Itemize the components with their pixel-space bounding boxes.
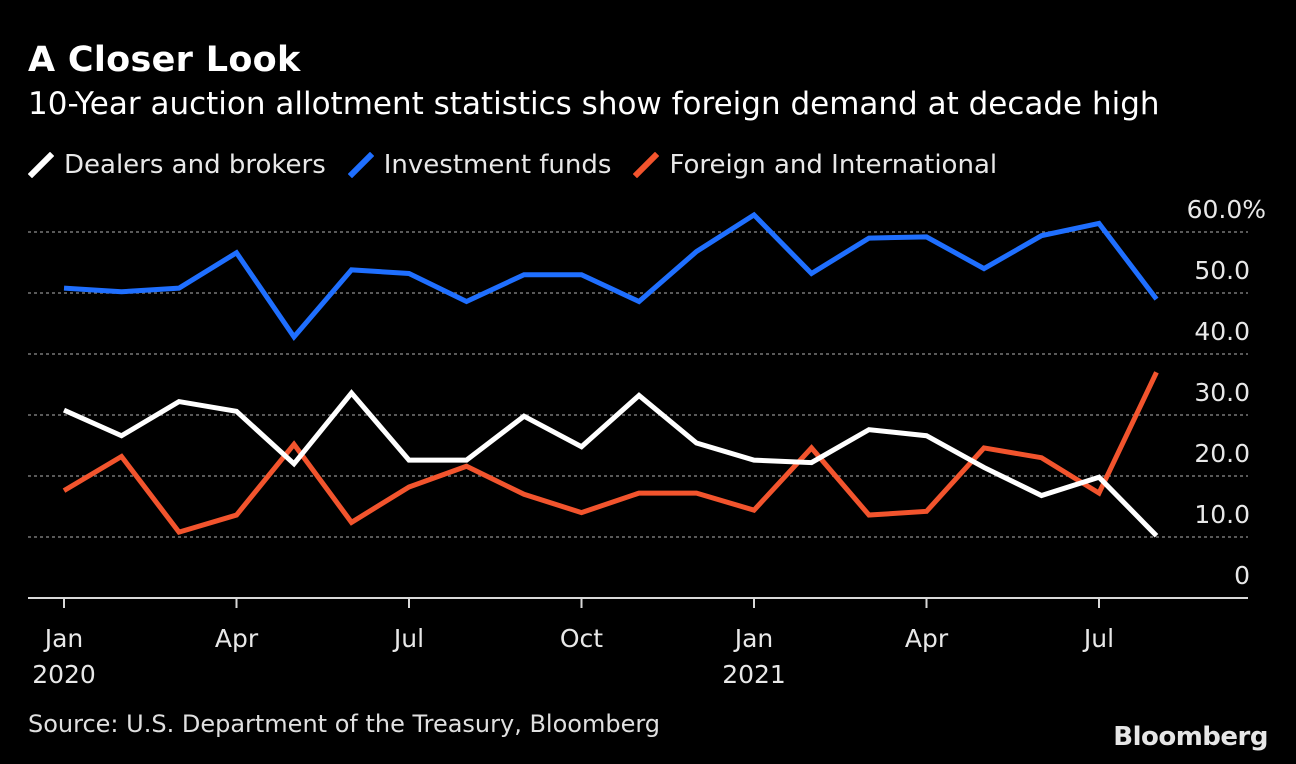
y-tick-label: 0 — [1234, 561, 1250, 590]
series-line-foreign — [62, 371, 1159, 536]
y-tick-label: 10.0 — [1194, 500, 1250, 529]
y-tick-label: 60.0% — [1187, 195, 1266, 224]
legend-swatch-dealers — [28, 152, 54, 178]
legend-label-dealers: Dealers and brokers — [64, 150, 326, 180]
legend-swatch-investment-funds — [347, 152, 374, 178]
source-note: Source: U.S. Department of the Treasury,… — [28, 710, 661, 738]
x-tick-label: Jul — [1082, 624, 1114, 653]
chart-title: A Closer Look — [28, 40, 301, 80]
legend-item-foreign: Foreign and International — [633, 150, 997, 180]
legend-label-foreign: Foreign and International — [669, 150, 998, 180]
y-tick-label: 30.0 — [1194, 378, 1250, 407]
series-line-dealers — [62, 389, 1159, 538]
y-tick-label: 50.0 — [1194, 256, 1250, 285]
legend-item-investment-funds: Investment funds — [347, 150, 612, 180]
legend-item-dealers: Dealers and brokers — [28, 150, 326, 180]
x-tick-label: Jul — [392, 624, 424, 653]
x-tick-year-label: 2020 — [32, 660, 96, 689]
x-tick-label: Apr — [215, 624, 259, 653]
chart-subtitle: 10-Year auction allotment statistics sho… — [28, 86, 1160, 122]
x-tick-label: Apr — [905, 624, 949, 653]
legend-label-investment-funds: Investment funds — [383, 150, 612, 180]
y-tick-label: 40.0 — [1194, 317, 1250, 346]
x-tick-label: Jan — [43, 624, 84, 653]
y-tick-label: 20.0 — [1194, 439, 1250, 468]
series-line-investment-funds — [63, 211, 1159, 342]
legend-swatch-foreign — [633, 152, 660, 178]
x-tick-year-label: 2021 — [722, 660, 786, 689]
bloomberg-logo: Bloomberg — [1113, 722, 1268, 752]
x-tick-label: Jan — [733, 624, 774, 653]
x-tick-label: Oct — [560, 624, 603, 653]
legend: Dealers and brokers Investment funds For… — [28, 150, 1019, 180]
